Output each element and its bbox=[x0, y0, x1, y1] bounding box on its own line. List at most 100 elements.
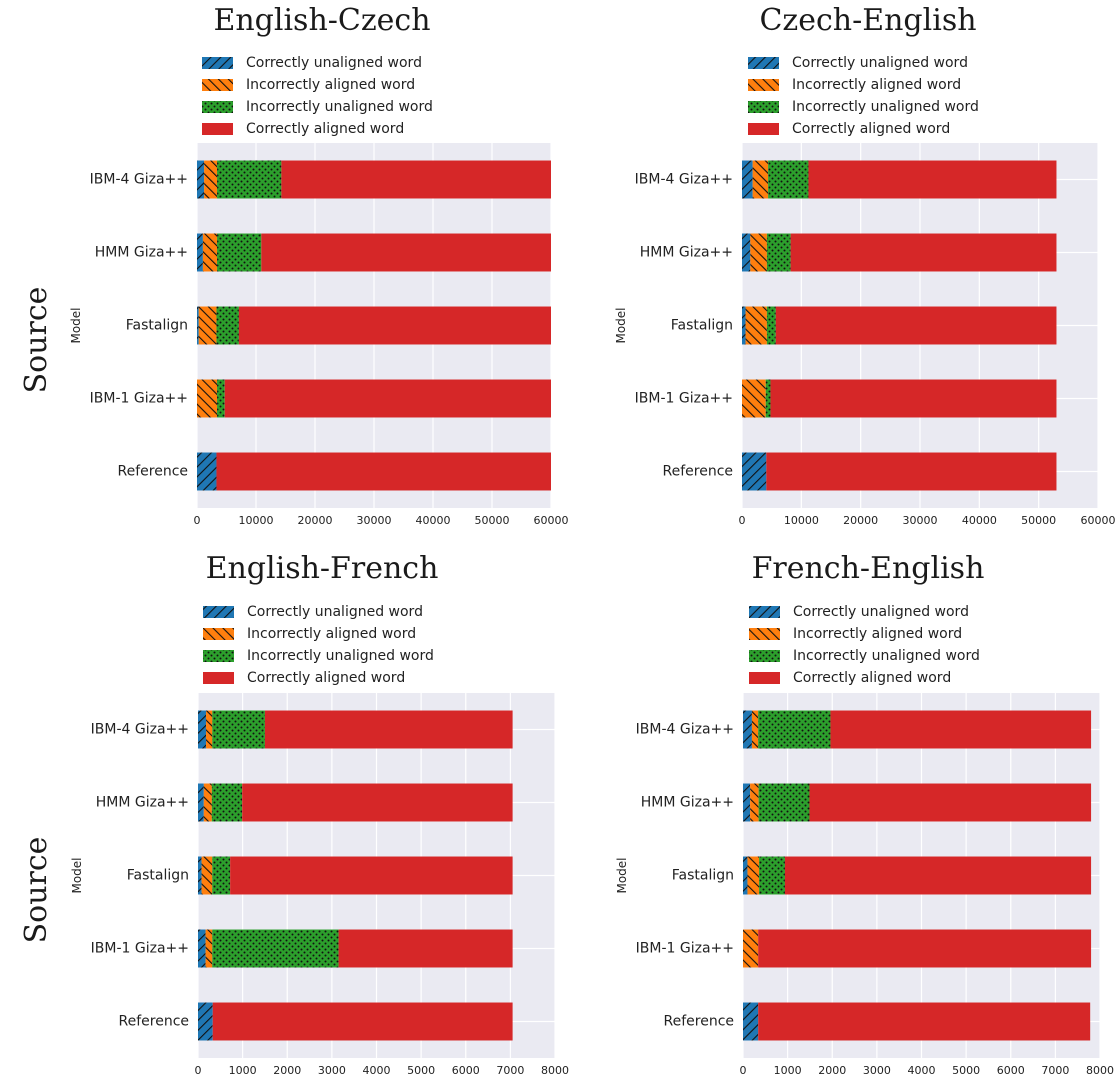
bar-segment-correctly-aligned bbox=[775, 306, 1057, 345]
legend-label-correctly-unaligned: Correctly unaligned word bbox=[793, 604, 969, 620]
bar-segment-incorrectly-aligned bbox=[203, 783, 212, 822]
y-tick-label: HMM Giza++ bbox=[95, 245, 188, 261]
legend-label-incorrectly-aligned: Incorrectly aligned word bbox=[792, 77, 961, 93]
bar-segment-incorrectly-aligned bbox=[751, 710, 759, 749]
bar-segment-correctly-aligned bbox=[238, 306, 551, 345]
bar-segment-incorrectly-unaligned bbox=[766, 233, 791, 272]
bar-segment-incorrectly-aligned bbox=[197, 379, 218, 418]
y-tick-label: IBM-1 Giza++ bbox=[90, 391, 188, 407]
legend-swatch-correctly-aligned bbox=[202, 123, 233, 135]
bar-segment-incorrectly-aligned bbox=[204, 160, 218, 199]
bar-segment-incorrectly-unaligned bbox=[758, 783, 810, 822]
bar-segment-correctly-unaligned bbox=[198, 929, 206, 968]
legend-label-incorrectly-aligned: Incorrectly aligned word bbox=[793, 626, 962, 642]
legend-swatch-correctly-unaligned bbox=[749, 606, 780, 618]
y-tick-label: Reference bbox=[118, 464, 189, 480]
legend-swatch-correctly-unaligned bbox=[202, 57, 233, 69]
x-tick-label: 5000 bbox=[952, 1064, 980, 1077]
bar-segment-correctly-unaligned bbox=[742, 160, 753, 199]
y-tick-label: HMM Giza++ bbox=[641, 795, 734, 811]
bar-segment-incorrectly-aligned bbox=[202, 233, 218, 272]
bar-segment-correctly-unaligned bbox=[743, 710, 752, 749]
bar-segment-correctly-unaligned bbox=[198, 856, 202, 895]
y-tick-label: Reference bbox=[664, 1014, 735, 1030]
x-tick-label: 6000 bbox=[452, 1064, 480, 1077]
y-tick-label: IBM-1 Giza++ bbox=[635, 391, 733, 407]
x-tick-label: 8000 bbox=[541, 1064, 569, 1077]
x-tick-label: 50000 bbox=[1021, 514, 1056, 527]
bar-segment-incorrectly-unaligned bbox=[768, 160, 809, 199]
chart-panel-3: English-French Correctly unaligned word In… bbox=[70, 551, 569, 1077]
y-tick-label: Reference bbox=[119, 1014, 190, 1030]
legend-label-correctly-aligned: Correctly aligned word bbox=[792, 121, 950, 137]
y-tick-label: HMM Giza++ bbox=[96, 795, 189, 811]
bar-segment-incorrectly-unaligned bbox=[217, 379, 225, 418]
x-tick-label: 4000 bbox=[908, 1064, 936, 1077]
y-tick-label: Fastalign bbox=[126, 318, 188, 334]
chart-title: English-Czech bbox=[213, 3, 430, 38]
bar-segment-incorrectly-aligned bbox=[198, 306, 217, 345]
legend-label-correctly-unaligned: Correctly unaligned word bbox=[792, 55, 968, 71]
bar-segment-incorrectly-unaligned bbox=[211, 783, 243, 822]
bar-segment-correctly-aligned bbox=[808, 160, 1057, 199]
x-tick-label: 1000 bbox=[229, 1064, 257, 1077]
legend-swatch-incorrectly-unaligned bbox=[748, 101, 779, 113]
legend-label-correctly-unaligned: Correctly unaligned word bbox=[246, 55, 422, 71]
bar-segment-correctly-aligned bbox=[216, 452, 551, 491]
bar-segment-correctly-aligned bbox=[281, 160, 551, 199]
row-label-bottom: Source bbox=[19, 837, 54, 944]
x-tick-label: 7000 bbox=[496, 1064, 524, 1077]
x-tick-label: 3000 bbox=[863, 1064, 891, 1077]
bar-segment-incorrectly-unaligned bbox=[216, 306, 239, 345]
x-tick-label: 5000 bbox=[407, 1064, 435, 1077]
bar-segment-correctly-aligned bbox=[212, 1002, 513, 1041]
row-label-top: Source bbox=[19, 287, 54, 394]
chart-panel-1: English-Czech Correctly unaligned word Inc… bbox=[69, 3, 569, 527]
bar-segment-correctly-aligned bbox=[790, 233, 1057, 272]
y-tick-label: Fastalign bbox=[127, 868, 189, 884]
x-tick-label: 50000 bbox=[475, 514, 510, 527]
bar-segment-correctly-aligned bbox=[230, 856, 513, 895]
legend-label-correctly-unaligned: Correctly unaligned word bbox=[247, 604, 423, 620]
bar-segment-incorrectly-unaligned bbox=[217, 233, 262, 272]
bar-segment-incorrectly-unaligned bbox=[217, 160, 282, 199]
bar-segment-correctly-aligned bbox=[338, 929, 513, 968]
x-tick-label: 0 bbox=[194, 514, 201, 527]
bar-segment-correctly-unaligned bbox=[743, 856, 748, 895]
x-tick-label: 40000 bbox=[416, 514, 451, 527]
x-tick-label: 60000 bbox=[534, 514, 569, 527]
y-tick-label: Fastalign bbox=[671, 318, 733, 334]
bar-segment-incorrectly-unaligned bbox=[765, 379, 771, 418]
chart-panel-4: French-English Correctly unaligned word In… bbox=[615, 551, 1114, 1077]
chart-title: French-English bbox=[752, 551, 985, 586]
bar-segment-incorrectly-unaligned bbox=[212, 856, 231, 895]
legend-swatch-incorrectly-unaligned bbox=[749, 650, 780, 662]
x-tick-label: 1000 bbox=[774, 1064, 802, 1077]
x-tick-label: 4000 bbox=[363, 1064, 391, 1077]
bar-segment-correctly-unaligned bbox=[198, 783, 204, 822]
bar-segment-correctly-unaligned bbox=[197, 306, 199, 345]
x-tick-label: 3000 bbox=[318, 1064, 346, 1077]
bar-segment-incorrectly-aligned bbox=[752, 160, 769, 199]
x-tick-label: 2000 bbox=[818, 1064, 846, 1077]
x-tick-label: 10000 bbox=[784, 514, 819, 527]
bar-segment-correctly-unaligned bbox=[742, 306, 746, 345]
bar-segment-correctly-aligned bbox=[766, 452, 1057, 491]
x-tick-label: 0 bbox=[195, 1064, 202, 1077]
bar-segment-correctly-unaligned bbox=[742, 452, 767, 491]
y-tick-label: Fastalign bbox=[672, 868, 734, 884]
bar-segment-correctly-unaligned bbox=[743, 783, 751, 822]
bar-segment-correctly-aligned bbox=[784, 856, 1092, 895]
bar-segment-incorrectly-aligned bbox=[745, 306, 767, 345]
bar-segment-incorrectly-aligned bbox=[743, 929, 759, 968]
legend-swatch-incorrectly-aligned bbox=[749, 628, 780, 640]
bar-segment-correctly-unaligned bbox=[197, 160, 205, 199]
y-tick-label: IBM-4 Giza++ bbox=[91, 722, 189, 738]
legend-label-incorrectly-aligned: Incorrectly aligned word bbox=[247, 626, 416, 642]
x-tick-label: 0 bbox=[740, 1064, 747, 1077]
bar-segment-incorrectly-unaligned bbox=[766, 306, 776, 345]
y-tick-label: IBM-1 Giza++ bbox=[91, 941, 189, 957]
legend-label-incorrectly-unaligned: Incorrectly unaligned word bbox=[247, 648, 434, 664]
bar-segment-correctly-aligned bbox=[264, 710, 513, 749]
bar-segment-incorrectly-unaligned bbox=[212, 710, 265, 749]
